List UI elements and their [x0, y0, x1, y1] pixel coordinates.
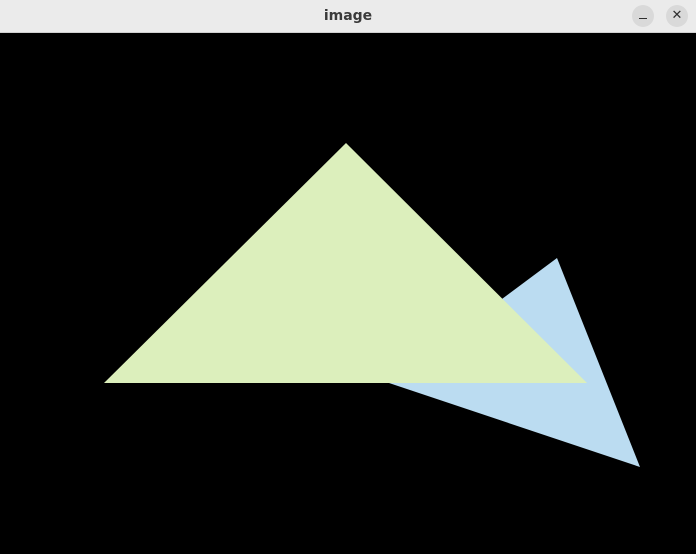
- green-triangle: [104, 143, 587, 383]
- close-icon: ✕: [671, 8, 683, 23]
- close-button[interactable]: ✕: [666, 5, 688, 27]
- title-bar[interactable]: image ✕: [0, 0, 696, 33]
- minimize-icon: [639, 18, 647, 19]
- image-drawing: [0, 34, 696, 554]
- minimize-button[interactable]: [632, 5, 654, 27]
- window-title: image: [323, 8, 373, 24]
- image-canvas: [0, 34, 696, 554]
